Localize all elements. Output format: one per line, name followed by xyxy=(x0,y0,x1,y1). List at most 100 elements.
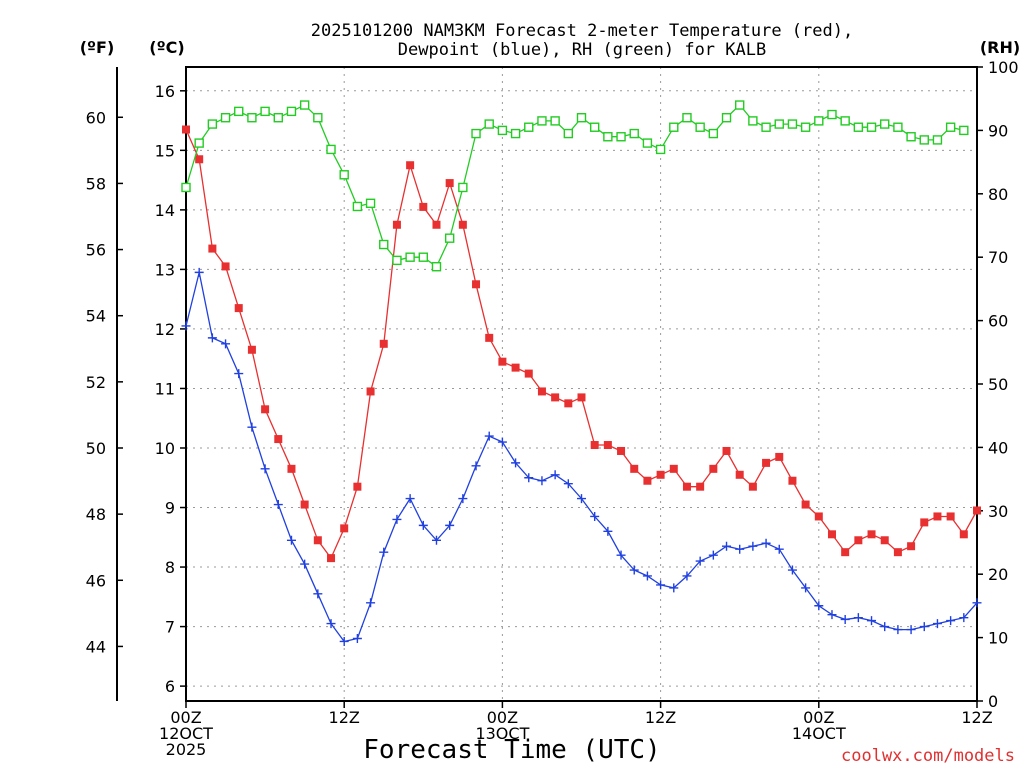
dewpoint-point xyxy=(405,494,415,504)
2-meter-temperature-point xyxy=(524,369,533,378)
2-meter-temperature-point xyxy=(775,452,784,461)
2-meter-temperature-point xyxy=(366,387,375,396)
2-meter-temperature-line xyxy=(185,129,978,560)
dewpoint-point xyxy=(629,565,639,575)
2-meter-temperature-point xyxy=(669,464,678,473)
dewpoint-point xyxy=(603,526,613,536)
2-meter-temperature-point xyxy=(973,506,981,515)
rh-point xyxy=(603,132,613,142)
rh-point xyxy=(418,252,428,262)
2-meter-temperature-point xyxy=(564,399,573,408)
2-meter-temperature-point xyxy=(327,554,336,563)
rh-point xyxy=(880,119,890,129)
x-tick-label: 12Z xyxy=(961,708,992,727)
dewpoint-point xyxy=(181,321,191,331)
dewpoint-point xyxy=(194,267,204,277)
2-meter-temperature-point xyxy=(682,482,691,491)
dewpoint-point xyxy=(761,538,771,548)
dewpoint-point xyxy=(431,535,441,545)
dewpoint-point xyxy=(590,511,600,521)
rh-tick-label: 90 xyxy=(988,121,1008,140)
dewpoint-point xyxy=(919,622,929,632)
rh-point xyxy=(286,106,297,117)
rh-point xyxy=(866,122,877,132)
2-meter-temperature-point xyxy=(432,220,441,229)
rh-point xyxy=(339,170,349,180)
fahrenheit-tick-label: 56 xyxy=(86,241,106,260)
fahrenheit-tick-label: 54 xyxy=(86,307,106,326)
2-meter-temperature-point xyxy=(498,357,507,366)
celsius-tick-label: 14 xyxy=(155,201,175,220)
2-meter-temperature-point xyxy=(788,476,797,485)
rh-point xyxy=(787,119,798,129)
dewpoint-point xyxy=(379,547,389,557)
celsius-tick-label: 15 xyxy=(155,141,175,160)
2-meter-temperature-point xyxy=(392,220,401,229)
rh-point xyxy=(458,182,468,193)
dewpoint-point xyxy=(418,520,428,530)
dewpoint-point xyxy=(221,339,231,349)
2-meter-temperature-point xyxy=(801,500,810,509)
2-meter-temperature-point xyxy=(551,393,560,402)
2-meter-temperature-point xyxy=(485,333,494,342)
rh-tick-label: 80 xyxy=(988,185,1008,204)
2-meter-temperature-point xyxy=(696,482,705,491)
celsius-tick-label: 12 xyxy=(155,320,175,339)
dewpoint-point xyxy=(339,636,349,646)
celsius-tick-label: 8 xyxy=(165,558,175,577)
celsius-tick-label: 16 xyxy=(155,82,175,101)
rh-point xyxy=(260,106,270,117)
rh-point xyxy=(616,132,626,142)
rh-point xyxy=(932,135,943,145)
dewpoint-point xyxy=(853,613,863,623)
dewpoint-point xyxy=(722,541,732,551)
2-meter-temperature-point xyxy=(617,446,626,455)
rh-point xyxy=(906,132,916,142)
rh-point xyxy=(563,128,574,139)
celsius-tick-label: 13 xyxy=(155,260,175,279)
2-meter-temperature-point xyxy=(274,435,283,444)
dewpoint-point xyxy=(366,598,376,608)
dewpoint-point xyxy=(906,625,916,635)
celsius-tick-label: 11 xyxy=(155,379,175,398)
2-meter-temperature-point xyxy=(406,161,415,170)
dewpoint-point xyxy=(497,437,507,447)
rh-point xyxy=(695,122,705,132)
2-meter-temperature-point xyxy=(854,536,863,545)
2-meter-temperature-point xyxy=(182,125,190,134)
2-meter-temperature-point xyxy=(247,345,256,354)
rh-point xyxy=(748,116,758,126)
2-meter-temperature-point xyxy=(748,482,757,491)
fahrenheit-tick-label: 46 xyxy=(86,571,106,590)
rh-point xyxy=(471,128,481,139)
rh-point xyxy=(959,125,969,136)
dewpoint-point xyxy=(893,625,903,635)
2-meter-temperature-point xyxy=(959,530,968,539)
2-meter-temperature-point xyxy=(590,441,599,450)
2-meter-temperature-point xyxy=(419,202,428,211)
2-meter-temperature-point xyxy=(577,393,586,402)
dewpoint-point xyxy=(392,514,402,524)
2-meter-temperature-point xyxy=(603,441,612,450)
dewpoint-point xyxy=(774,544,784,554)
chart-title-line1: 2025101200 NAM3KM Forecast 2-meter Tempe… xyxy=(311,21,853,41)
dewpoint-point xyxy=(286,535,296,545)
2-meter-temperature-point xyxy=(287,464,296,473)
rh-point xyxy=(840,116,850,126)
grid-lines xyxy=(186,67,977,701)
dewpoint-point xyxy=(577,494,586,504)
dewpoint-point xyxy=(471,461,481,471)
dewpoint-point xyxy=(550,470,560,480)
rh-point xyxy=(444,233,455,243)
dewpoint-point xyxy=(827,610,837,620)
2-meter-temperature-point xyxy=(656,470,665,479)
rh-point xyxy=(721,113,732,123)
dewpoint-point xyxy=(814,601,824,611)
rh-point xyxy=(761,122,771,132)
dewpoint-point xyxy=(972,598,982,608)
rh-point xyxy=(207,119,218,129)
rh-tick-label: 20 xyxy=(988,565,1008,584)
rh-point xyxy=(893,122,903,132)
fahrenheit-tick-label: 60 xyxy=(86,108,106,127)
2-meter-temperature-point xyxy=(893,548,902,557)
